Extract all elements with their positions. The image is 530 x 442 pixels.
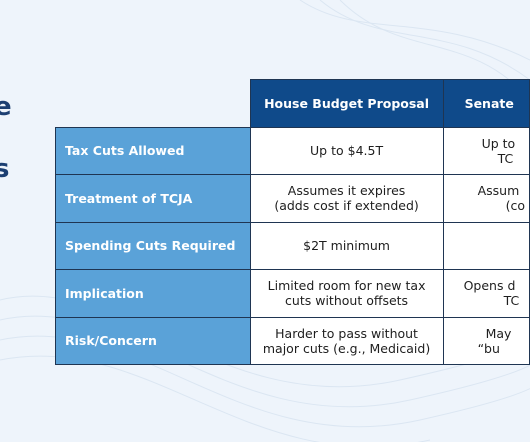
- house-cell: $2T minimum: [249, 221, 444, 270]
- table-row: Tax Cuts Allowed Up to $4.5T Up to TC: [55, 126, 530, 175]
- row-label: Risk/Concern: [55, 316, 251, 365]
- table-row: Spending Cuts Required $2T minimum: [55, 221, 530, 270]
- slide-title-fragment-2: s: [0, 154, 10, 184]
- row-label: Treatment of TCJA: [55, 174, 251, 223]
- column-header-senate: Senate: [442, 79, 530, 128]
- senate-cell: [442, 221, 530, 270]
- slide-title-fragment-1: e: [0, 92, 12, 122]
- table-corner: [56, 80, 251, 128]
- table-row: Risk/Concern Harder to pass without majo…: [55, 316, 530, 365]
- senate-cell: Opens d TC: [442, 269, 530, 318]
- row-label: Implication: [55, 269, 251, 318]
- table-row: Implication Limited room for new tax cut…: [55, 269, 530, 318]
- budget-comparison-table: House Budget Proposal Senate Tax Cuts Al…: [55, 79, 530, 365]
- house-cell: Up to $4.5T: [249, 126, 444, 175]
- house-cell: Assumes it expires (adds cost if extende…: [249, 174, 444, 223]
- column-header-house: House Budget Proposal: [249, 79, 444, 128]
- table-header-row: House Budget Proposal Senate: [56, 79, 530, 128]
- senate-cell: Assum (co: [442, 174, 530, 223]
- senate-cell: Up to TC: [442, 126, 530, 175]
- row-label: Spending Cuts Required: [55, 221, 251, 270]
- house-cell: Limited room for new tax cuts without of…: [249, 269, 444, 318]
- row-label: Tax Cuts Allowed: [55, 126, 251, 175]
- house-cell: Harder to pass without major cuts (e.g.,…: [249, 316, 444, 365]
- table-row: Treatment of TCJA Assumes it expires (ad…: [55, 174, 530, 223]
- senate-cell: May “bu: [442, 316, 530, 365]
